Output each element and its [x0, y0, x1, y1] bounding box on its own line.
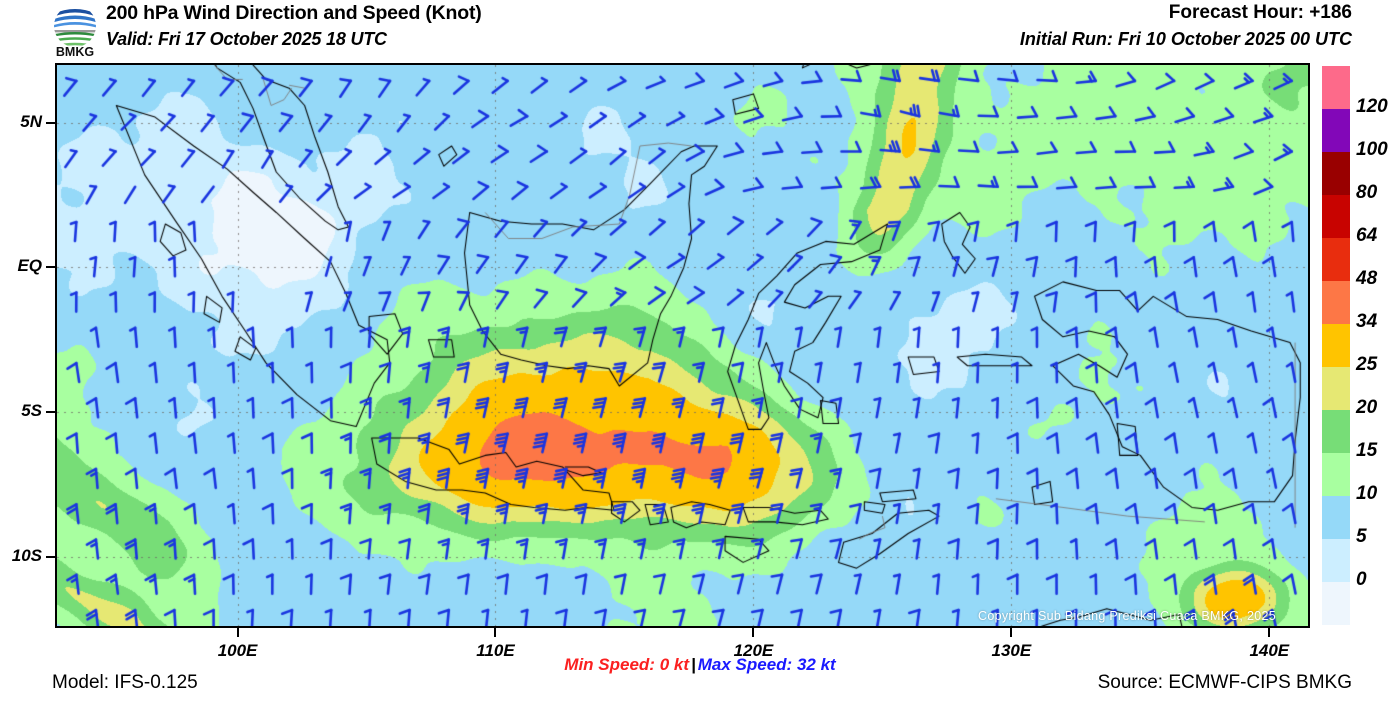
y-tick — [46, 266, 55, 269]
map-plot-area[interactable] — [55, 63, 1310, 628]
x-axis-label: 130E — [991, 641, 1032, 660]
colorbar-tick-label: 80 — [1356, 182, 1378, 203]
x-axis-label: 140E — [1249, 641, 1290, 660]
colorbar-tick-label: 20 — [1356, 397, 1378, 418]
colorbar-tick-label: 25 — [1356, 354, 1378, 375]
x-axis-label: 110E — [476, 641, 515, 660]
colorbar-band — [1322, 410, 1350, 453]
x-tick — [236, 628, 239, 637]
y-axis-label: 5S — [21, 401, 42, 420]
x-axis-label: 100E — [217, 641, 258, 660]
max-speed-label: Max Speed: 32 kt — [697, 655, 836, 674]
colorbar-tick-label: 10 — [1356, 483, 1378, 504]
colorbar-band — [1322, 367, 1350, 410]
valid-time-label: Valid: Fri 17 October 2025 18 UTC — [106, 29, 387, 49]
colorbar-tick-label: 15 — [1356, 440, 1378, 461]
speed-summary: Min Speed: 0 kt | Max Speed: 32 kt — [0, 655, 1400, 675]
colorbar-tick-label: 48 — [1356, 268, 1378, 289]
bmkg-logo-icon: BMKG — [54, 5, 96, 58]
forecast-hour-label: Forecast Hour: +186 — [1168, 2, 1352, 23]
x-tick — [494, 628, 497, 637]
colorbar-tick-label: 64 — [1356, 225, 1378, 246]
colorbar-band — [1322, 281, 1350, 324]
wind-speed-contour-canvas — [57, 65, 1308, 626]
y-axis-label: EQ — [17, 256, 42, 276]
speed-separator: | — [690, 655, 696, 674]
colorbar-band — [1322, 109, 1350, 152]
colorbar-band — [1322, 582, 1350, 625]
header: BMKG 200 hPa Wind Direction and Speed (K… — [0, 0, 1400, 60]
colorbar-band — [1322, 66, 1350, 109]
bmkg-logo: BMKG — [47, 2, 103, 58]
colorbar-tick-label: 34 — [1356, 311, 1378, 332]
colorbar-band — [1322, 195, 1350, 238]
y-tick — [46, 411, 55, 413]
copyright-watermark: Copyright Sub Bidang Prediksi Cuaca BMKG… — [978, 609, 1276, 623]
y-tick — [46, 555, 55, 558]
model-label: Model: IFS-0.125 — [52, 672, 198, 693]
colorbar-band — [1322, 496, 1350, 539]
source-label: Source: ECMWF-CIPS BMKG — [1097, 672, 1352, 693]
svg-text:BMKG: BMKG — [56, 45, 94, 58]
x-tick — [1268, 628, 1271, 637]
colorbar-band — [1322, 324, 1350, 367]
x-axis-label: 120E — [733, 641, 774, 660]
page-title: 200 hPa Wind Direction and Speed (Knot) — [106, 2, 482, 24]
x-tick — [1010, 628, 1013, 637]
min-speed-label: Min Speed: 0 kt — [564, 655, 689, 674]
colorbar-tick-label: 0 — [1356, 569, 1367, 590]
y-tick — [46, 121, 55, 124]
x-tick — [752, 628, 755, 637]
colorbar — [1322, 66, 1350, 625]
colorbar-tick-label: 120 — [1356, 96, 1388, 117]
colorbar-tick-label: 100 — [1356, 139, 1388, 160]
colorbar-band — [1322, 238, 1350, 281]
y-axis-label: 10S — [11, 545, 42, 565]
initial-run-label: Initial Run: Fri 10 October 2025 00 UTC — [1019, 29, 1352, 49]
colorbar-band — [1322, 453, 1350, 496]
y-axis-label: 5N — [20, 111, 42, 131]
colorbar-tick-label: 5 — [1356, 526, 1367, 547]
colorbar-band — [1322, 539, 1350, 582]
colorbar-band — [1322, 152, 1350, 195]
